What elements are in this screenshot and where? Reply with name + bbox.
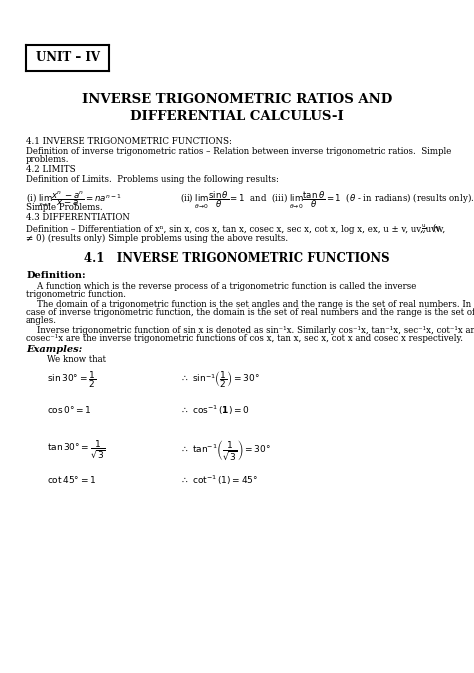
Text: cosec⁻¹x are the inverse trigonometric functions of cos x, tan x, sec x, cot x a: cosec⁻¹x are the inverse trigonometric f… (26, 334, 463, 343)
Text: Definition:: Definition: (26, 271, 86, 279)
Text: 4.1 INVERSE TRIGONOMETRIC FUNCTIONS:: 4.1 INVERSE TRIGONOMETRIC FUNCTIONS: (26, 137, 232, 145)
Text: UNIT – IV: UNIT – IV (36, 51, 100, 65)
Text: ≠ 0) (results only) Simple problems using the above results.: ≠ 0) (results only) Simple problems usin… (26, 234, 288, 244)
Text: Definition of inverse trigonometric ratios – Relation between inverse trigonomet: Definition of inverse trigonometric rati… (26, 147, 451, 155)
Text: 4.3 DIFFERENTIATION: 4.3 DIFFERENTIATION (26, 213, 130, 222)
Text: $\therefore\ \sin^{-1}\!\left(\dfrac{1}{2}\right) = 30°$: $\therefore\ \sin^{-1}\!\left(\dfrac{1}{… (180, 369, 260, 390)
Text: Simple Problems.: Simple Problems. (26, 203, 103, 212)
Text: angles.: angles. (26, 316, 57, 325)
Text: $\cos 0° = 1$: $\cos 0° = 1$ (47, 404, 92, 415)
Text: (ii) $\lim_{\theta \to 0}\dfrac{\sin\theta}{\theta}=1$  and  (iii) $\lim_{\theta: (ii) $\lim_{\theta \to 0}\dfrac{\sin\the… (180, 190, 474, 211)
Text: problems.: problems. (26, 155, 70, 164)
Text: (v: (v (433, 223, 441, 232)
Text: 4.2 LIMITS: 4.2 LIMITS (26, 165, 76, 174)
Text: The domain of a trigonometric function is the set angles and the range is the se: The domain of a trigonometric function i… (26, 300, 471, 309)
Text: Inverse trigonometric function of sin x is denoted as sin⁻¹x. Similarly cos⁻¹x, : Inverse trigonometric function of sin x … (26, 326, 474, 335)
Text: (i) $\lim_{x \to a}\dfrac{x^n-a^n}{x-a}=na^{n-1}$: (i) $\lim_{x \to a}\dfrac{x^n-a^n}{x-a}=… (26, 190, 122, 209)
Text: INVERSE TRIGONOMETRIC RATIOS AND: INVERSE TRIGONOMETRIC RATIOS AND (82, 93, 392, 106)
Text: 4.1   INVERSE TRIGONOMETRIC FUNCTIONS: 4.1 INVERSE TRIGONOMETRIC FUNCTIONS (84, 252, 390, 265)
Text: $\sin 30° = \dfrac{1}{2}$: $\sin 30° = \dfrac{1}{2}$ (47, 369, 97, 390)
Text: Definition – Differentiation of xⁿ, sin x, cos x, tan x, cosec x, sec x, cot x, : Definition – Differentiation of xⁿ, sin … (26, 225, 445, 234)
Text: Examples:: Examples: (26, 345, 82, 354)
Text: A function which is the reverse process of a trigonometric function is called th: A function which is the reverse process … (26, 282, 417, 291)
Text: DIFFERENTIAL CALCULUS-I: DIFFERENTIAL CALCULUS-I (130, 110, 344, 123)
Text: $\therefore\ \cos^{-1}(\mathbf{1}) = 0$: $\therefore\ \cos^{-1}(\mathbf{1}) = 0$ (180, 404, 250, 417)
Text: $\frac{\mathrm{u}}{\mathrm{v}}$: $\frac{\mathrm{u}}{\mathrm{v}}$ (421, 222, 427, 236)
Text: $\therefore\ \tan^{-1}\!\left(\dfrac{1}{\sqrt{3}}\right) = 30°$: $\therefore\ \tan^{-1}\!\left(\dfrac{1}{… (180, 439, 271, 462)
Text: $\therefore\ \cot^{-1}(1) = 45°$: $\therefore\ \cot^{-1}(1) = 45°$ (180, 474, 258, 487)
Text: We know that: We know that (47, 355, 106, 363)
Text: trigonometric function.: trigonometric function. (26, 290, 126, 299)
Text: Definition of Limits.  Problems using the following results:: Definition of Limits. Problems using the… (26, 175, 279, 184)
Text: case of inverse trigonometric function, the domain is the set of real numbers an: case of inverse trigonometric function, … (26, 308, 474, 317)
Text: $\cot 45° = 1$: $\cot 45° = 1$ (47, 474, 97, 485)
Text: $\tan 30° = \dfrac{1}{\sqrt{3}}$: $\tan 30° = \dfrac{1}{\sqrt{3}}$ (47, 439, 106, 460)
